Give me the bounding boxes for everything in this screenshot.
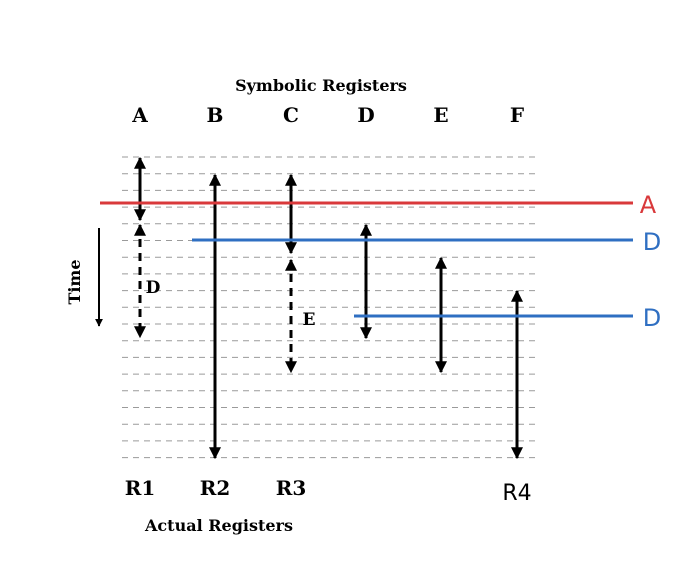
cut-label-d-2: D [643,304,661,332]
column-label-c: C [283,103,299,127]
time-label: Time [65,259,84,304]
register-label-r3: R3 [276,476,307,500]
symbolic-registers-title: Symbolic Registers [235,76,407,95]
time-grid [122,156,536,459]
column-labels: A B C D E F [131,103,524,127]
register-label-r1: R1 [125,476,156,500]
cut-label-a: A [640,191,657,219]
spill-label-c: E [303,310,316,330]
cut-lines [100,201,633,318]
register-label-r2: R2 [200,476,231,500]
column-label-d: D [357,103,374,127]
spill-label-a: D [146,278,161,298]
cut-label-d-1: D [643,228,661,256]
register-labels: R1 R2 R3 R4 [125,476,532,506]
actual-registers-title: Actual Registers [144,516,293,535]
column-label-b: B [207,103,224,127]
live-ranges [134,156,523,460]
column-label-e: E [433,103,448,127]
column-label-a: A [131,103,148,127]
time-axis: Time [65,228,103,327]
column-label-f: F [510,103,524,127]
register-label-r4: R4 [502,481,531,506]
